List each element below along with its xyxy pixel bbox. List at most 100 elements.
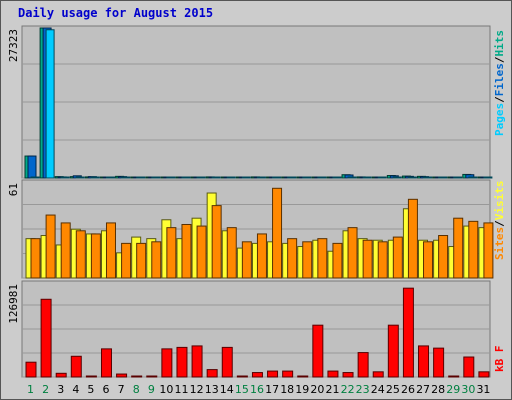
bar-kb-f-day-24 [372, 371, 384, 378]
chart-title: Daily usage for August 2015 [18, 6, 214, 20]
day-label-17: 17 [265, 383, 279, 396]
bar-pages-day-14 [226, 176, 236, 179]
bar-pages-day-22 [347, 176, 357, 179]
bar-sites-day-1 [30, 238, 41, 279]
bar-pages-day-13 [211, 176, 221, 179]
bar-kb-f-day-23 [357, 352, 369, 378]
legend-hits: Hits [493, 30, 506, 57]
bar-sites-day-18 [287, 238, 298, 279]
bar-pages-day-4 [75, 176, 85, 179]
bar-kb-f-day-2 [40, 298, 52, 378]
bar-kb-f-day-30 [463, 356, 475, 378]
day-label-20: 20 [310, 383, 324, 396]
legend-visits: Visits [493, 181, 506, 221]
bar-kb-f-day-13 [206, 369, 218, 378]
bar-kb-f-day-11 [176, 346, 188, 378]
day-label-22: 22 [341, 383, 355, 396]
bar-kb-f-day-14 [221, 346, 233, 378]
bar-pages-day-24 [377, 176, 387, 179]
legend-sites: Sites [493, 227, 506, 260]
day-label-8: 8 [133, 383, 140, 396]
bar-kb-f-day-25 [387, 324, 399, 378]
bar-pages-day-18 [287, 176, 297, 179]
day-label-28: 28 [431, 383, 445, 396]
bar-pages-day-10 [166, 176, 176, 179]
bar-pages-day-28 [438, 176, 448, 179]
bar-sites-day-19 [302, 241, 313, 279]
bar-pages-day-2 [45, 29, 55, 179]
bar-pages-day-1 [30, 176, 40, 179]
bar-sites-day-14 [226, 227, 237, 279]
bar-pages-day-15 [241, 176, 251, 179]
bar-sites-day-22 [347, 227, 358, 279]
bar-kb-f-day-3 [55, 372, 67, 378]
day-label-29: 29 [446, 383, 460, 396]
day-label-14: 14 [220, 383, 234, 396]
panel-visits-sites-legend: Sites/Visits [493, 181, 506, 261]
bar-sites-day-31 [483, 222, 494, 279]
bar-pages-day-7 [121, 176, 131, 179]
legend-sep: / [493, 220, 506, 227]
bar-kb-f-day-5 [85, 375, 97, 378]
panel-hits-files-pages-legend: Pages/Files/Hits [493, 30, 506, 136]
bar-pages-day-16 [256, 176, 266, 179]
day-label-26: 26 [401, 383, 415, 396]
bar-sites-day-15 [241, 241, 252, 279]
bar-sites-day-29 [453, 217, 464, 279]
bar-pages-day-21 [332, 176, 342, 179]
bar-pages-day-27 [423, 176, 433, 179]
bar-pages-day-8 [136, 176, 146, 179]
bar-kb-f-day-9 [146, 375, 158, 378]
day-label-6: 6 [103, 383, 110, 396]
bar-pages-day-17 [272, 176, 282, 179]
bar-kb-f-day-7 [116, 373, 128, 378]
bar-pages-day-31 [483, 176, 493, 179]
bar-kb-f-day-6 [100, 348, 112, 378]
day-label-23: 23 [356, 383, 370, 396]
bar-sites-day-20 [317, 238, 328, 279]
bar-sites-day-30 [468, 220, 479, 279]
bar-sites-day-24 [377, 241, 388, 279]
bar-sites-day-25 [392, 236, 403, 279]
bar-pages-day-23 [362, 176, 372, 179]
bar-sites-day-26 [407, 198, 418, 279]
bar-files-day-1 [27, 155, 37, 179]
bar-kb-f-day-28 [433, 347, 445, 378]
bar-sites-day-21 [332, 242, 343, 279]
bar-sites-day-12 [196, 225, 207, 279]
bar-sites-day-3 [60, 222, 71, 279]
bar-sites-day-16 [256, 233, 267, 279]
day-label-10: 10 [159, 383, 173, 396]
bar-sites-day-9 [151, 241, 162, 279]
legend-kbf: kB F [493, 346, 506, 373]
bar-sites-day-28 [438, 235, 449, 279]
panel-hits-files-pages-ymax-label: 27323 [7, 29, 20, 62]
day-label-15: 15 [235, 383, 249, 396]
bar-pages-day-19 [302, 176, 312, 179]
day-label-2: 2 [42, 383, 49, 396]
bar-pages-day-11 [181, 176, 191, 179]
bar-kb-f-day-17 [267, 370, 279, 378]
day-label-12: 12 [190, 383, 204, 396]
day-label-27: 27 [416, 383, 430, 396]
day-label-31: 31 [476, 383, 490, 396]
bar-kb-f-day-29 [448, 375, 460, 378]
bar-kb-f-day-22 [342, 372, 354, 378]
bar-kb-f-day-27 [418, 345, 430, 378]
bar-pages-day-29 [453, 176, 463, 179]
bar-kb-f-day-20 [312, 324, 324, 378]
bar-sites-day-2 [45, 214, 56, 279]
bar-sites-day-27 [423, 241, 434, 279]
bar-kb-f-day-16 [251, 372, 263, 378]
bar-sites-day-17 [272, 187, 283, 279]
day-label-25: 25 [386, 383, 400, 396]
day-label-4: 4 [72, 383, 79, 396]
bar-kb-f-day-10 [161, 348, 173, 378]
bar-sites-day-6 [105, 222, 116, 279]
bar-kb-f-day-26 [402, 287, 414, 378]
bar-kb-f-day-21 [327, 370, 339, 378]
bar-pages-day-25 [392, 176, 402, 179]
bar-sites-day-11 [181, 223, 192, 279]
day-label-3: 3 [57, 383, 64, 396]
